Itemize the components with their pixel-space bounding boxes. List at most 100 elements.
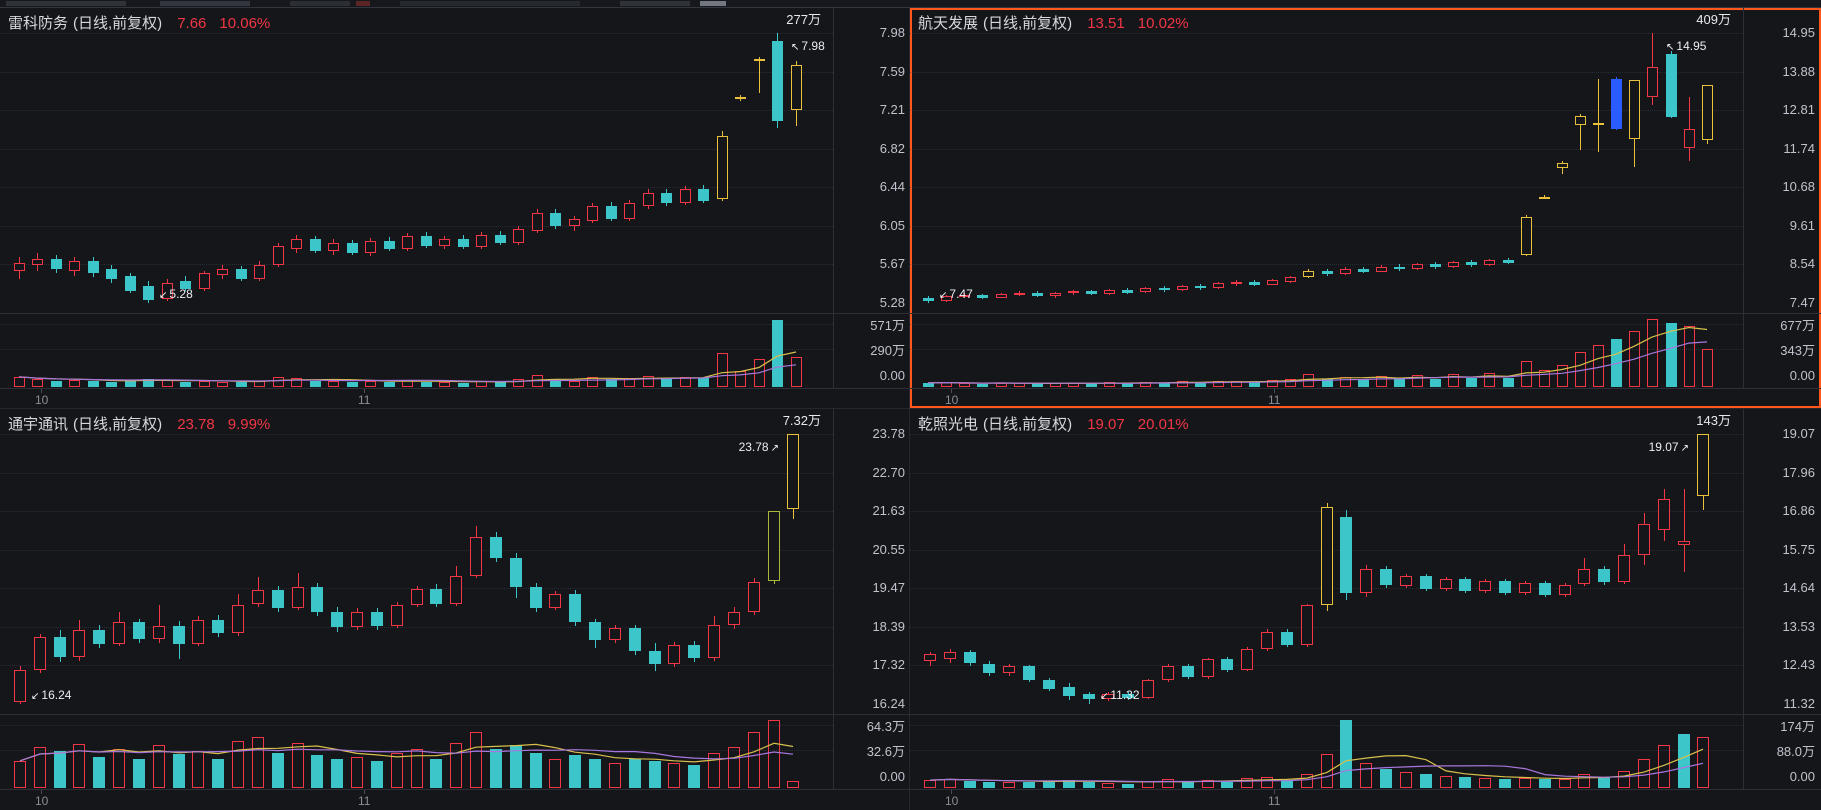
candle-body xyxy=(1102,693,1114,700)
candle-body xyxy=(944,651,956,660)
min-price-annotation: ↙ 11.32 xyxy=(1100,688,1140,702)
max-price-annotation: 19.07 ↗ xyxy=(1648,440,1689,454)
volume-plot[interactable] xyxy=(0,314,833,388)
volume-bar xyxy=(133,759,145,788)
volume-bar xyxy=(1430,379,1441,387)
price-axis-label: 18.39 xyxy=(872,618,905,634)
price-plot[interactable]: 143万 19.07 ↗ ↙ 11.32 xyxy=(910,409,1743,714)
latest-volume-label: 7.32万 xyxy=(782,413,821,428)
candle-body xyxy=(941,296,952,301)
chart-panel-top-left[interactable]: 雷科防务 (日线,前复权) 7.66 10.06% 277万 ↖ 7.98 ↙ 5.28 7.… xyxy=(0,8,910,409)
volume-bar xyxy=(1697,737,1709,788)
volume-bar xyxy=(14,377,25,387)
volume-bar xyxy=(1380,769,1392,788)
candle-wick xyxy=(1689,96,1690,162)
time-axis[interactable]: 10 11 xyxy=(0,389,909,408)
price-axis-label: 5.67 xyxy=(879,256,905,272)
annotation-arrow-icon: ↖ xyxy=(791,42,800,53)
pane-separator xyxy=(910,714,1821,715)
candle-body xyxy=(1380,568,1392,586)
price-axis[interactable]: 19.07 17.96 16.86 15.75 14.64 13.53 12.43 11.32 xyxy=(1743,409,1820,714)
candle-body xyxy=(402,236,413,249)
volume-bar xyxy=(143,379,154,387)
candle-body xyxy=(1231,281,1242,284)
top-toolbar-clipped xyxy=(0,0,1821,8)
volume-bar xyxy=(180,382,191,387)
candle-body xyxy=(133,622,145,640)
price-axis[interactable]: 7.98 7.59 7.21 6.82 6.44 6.05 5.67 5.28 xyxy=(833,8,909,313)
min-price-annotation: ↙ 7.47 xyxy=(939,287,973,301)
volume-bar xyxy=(1267,380,1278,387)
price-axis-label: 19.47 xyxy=(872,580,905,596)
volume-bar xyxy=(1249,382,1260,387)
candle-body xyxy=(1420,575,1432,589)
volume-bar xyxy=(668,763,680,788)
annotation-arrow-icon: ↗ xyxy=(1680,443,1689,454)
volume-axis[interactable]: 174万 88.0万 0.00 xyxy=(1743,715,1820,789)
candle-body xyxy=(430,589,442,605)
time-axis[interactable]: 10 11 xyxy=(0,790,909,810)
volume-axis[interactable]: 571万 290万 0.00 xyxy=(833,314,909,388)
candle-body xyxy=(977,294,988,298)
price-gridline xyxy=(0,187,833,189)
volume-bar xyxy=(310,381,321,387)
candle-body xyxy=(371,612,383,626)
volume-bar xyxy=(311,755,323,788)
volume-bar xyxy=(609,763,621,788)
volume-bar xyxy=(391,753,403,788)
price-axis[interactable]: 23.78 22.70 21.63 20.55 19.47 18.39 17.32 16.24 xyxy=(833,409,909,714)
candle-body xyxy=(1593,122,1604,126)
time-axis-tick xyxy=(1274,389,1275,393)
volume-plot[interactable] xyxy=(910,314,1743,388)
candle-body xyxy=(1142,680,1154,698)
candle-body xyxy=(1521,216,1532,255)
volume-bar xyxy=(787,781,799,788)
price-plot[interactable]: 7.32万 23.78 ↗ ↙ 16.24 xyxy=(0,409,833,714)
price-gridline xyxy=(910,626,1743,628)
volume-plot[interactable] xyxy=(0,715,833,789)
candle-body xyxy=(1678,541,1690,545)
volume-bar xyxy=(1684,326,1695,387)
volume-bar xyxy=(1484,373,1495,387)
candle-body xyxy=(1032,292,1043,297)
price-plot[interactable]: 409万 ↖ 14.95 ↙ 7.47 xyxy=(910,8,1743,313)
time-axis[interactable]: 10 11 xyxy=(910,389,1821,408)
price-plot[interactable]: 277万 ↖ 7.98 ↙ 5.28 xyxy=(0,8,833,313)
volume-bar xyxy=(1177,381,1188,387)
price-axis[interactable]: 14.95 13.88 12.81 11.74 10.68 9.61 8.54 7.47 xyxy=(1743,8,1820,313)
volume-bar xyxy=(217,382,228,387)
time-axis[interactable]: 10 11 xyxy=(910,790,1821,810)
candle-body xyxy=(1459,579,1471,592)
volume-bar xyxy=(490,749,502,788)
volume-bar xyxy=(1122,383,1133,387)
price-gridline xyxy=(0,626,833,628)
chart-panel-bottom-right[interactable]: 乾照光电 (日线,前复权) 19.07 20.01% 143万 19.07 ↗ ↙ 11.32… xyxy=(910,409,1821,810)
last-price: 23.78 xyxy=(177,416,215,433)
candle-body xyxy=(310,239,321,251)
volume-axis-label: 0.00 xyxy=(879,769,905,784)
volume-axis[interactable]: 64.3万 32.6万 0.00 xyxy=(833,715,909,789)
candle-body xyxy=(964,651,976,664)
volume-plot[interactable] xyxy=(910,715,1743,789)
candle-body xyxy=(232,604,244,634)
volume-gridline xyxy=(0,725,833,726)
toolbar-fragment xyxy=(356,1,370,6)
candle-body xyxy=(1023,666,1035,680)
candle-body xyxy=(1658,499,1670,531)
chart-panel-bottom-left[interactable]: 通宇通讯 (日线,前复权) 23.78 9.99% 7.32万 23.78 ↗ ↙ 16.24… xyxy=(0,409,910,810)
candle-body xyxy=(173,625,185,644)
price-gridline xyxy=(910,110,1743,112)
chart-panel-top-right[interactable]: 航天发展 (日线,前复权) 13.51 10.02% 409万 ↖ 14.95 ↙ 7.47 … xyxy=(910,8,1821,409)
time-axis-tick xyxy=(41,389,42,393)
candle-body xyxy=(668,644,680,665)
volume-bar xyxy=(649,761,661,788)
volume-bar xyxy=(1678,734,1690,788)
volume-bar xyxy=(1063,780,1075,788)
candle-body xyxy=(569,594,581,623)
volume-bar xyxy=(1394,379,1405,387)
candle-body xyxy=(1611,78,1622,129)
price-axis-label: 19.07 xyxy=(1782,426,1815,441)
price-axis-label: 13.88 xyxy=(1782,63,1815,79)
candle-body xyxy=(495,235,506,243)
volume-axis[interactable]: 677万 343万 0.00 xyxy=(1743,314,1820,388)
